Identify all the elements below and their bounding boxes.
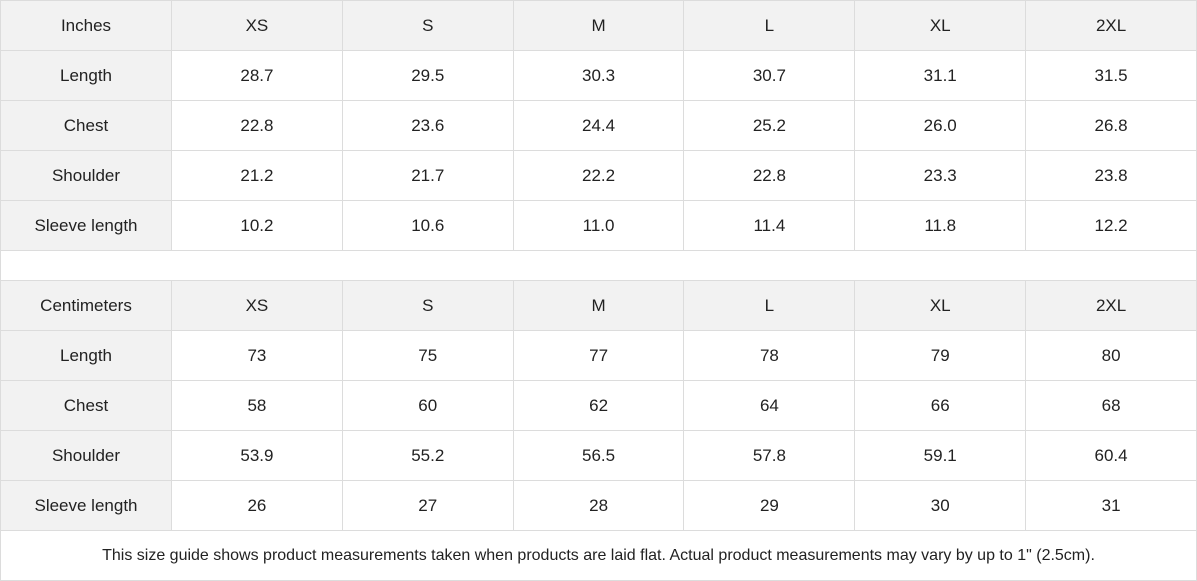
size-header: XS <box>171 280 343 331</box>
measurement-cell: 56.5 <box>512 430 685 481</box>
table-row: Shoulder 21.2 21.7 22.2 22.8 23.3 23.8 <box>0 150 1197 201</box>
size-header: M <box>512 280 685 331</box>
size-header: XS <box>171 0 343 51</box>
measurement-cell: 57.8 <box>683 430 856 481</box>
table-spacer <box>0 250 1197 281</box>
measurement-cell: 31.5 <box>1025 50 1197 101</box>
size-header: S <box>341 0 514 51</box>
size-header: XL <box>854 0 1027 51</box>
measurement-cell: 31.1 <box>854 50 1027 101</box>
spacer-cell <box>0 250 1197 281</box>
size-header: S <box>341 280 514 331</box>
measurement-cell: 24.4 <box>512 100 685 151</box>
measurement-cell: 23.3 <box>854 150 1027 201</box>
measurement-cell: 11.0 <box>512 200 685 251</box>
table-row: Chest 58 60 62 64 66 68 <box>0 380 1197 431</box>
row-label: Shoulder <box>0 430 172 481</box>
measurement-cell: 12.2 <box>1025 200 1197 251</box>
measurement-cell: 60 <box>341 380 514 431</box>
measurement-cell: 10.2 <box>171 200 343 251</box>
table-row: Length 28.7 29.5 30.3 30.7 31.1 31.5 <box>0 50 1197 101</box>
measurement-cell: 73 <box>171 330 343 381</box>
measurement-cell: 26.8 <box>1025 100 1197 151</box>
measurement-cell: 25.2 <box>683 100 856 151</box>
table-row: Length 73 75 77 78 79 80 <box>0 330 1197 381</box>
measurement-cell: 26.0 <box>854 100 1027 151</box>
measurement-cell: 11.4 <box>683 200 856 251</box>
size-guide-note: This size guide shows product measuremen… <box>0 530 1197 581</box>
table-row: Shoulder 53.9 55.2 56.5 57.8 59.1 60.4 <box>0 430 1197 481</box>
measurement-cell: 30 <box>854 480 1027 531</box>
row-label: Length <box>0 50 172 101</box>
note-row: This size guide shows product measuremen… <box>0 530 1197 581</box>
measurement-cell: 75 <box>341 330 514 381</box>
measurement-cell: 53.9 <box>171 430 343 481</box>
size-header: XL <box>854 280 1027 331</box>
measurement-cell: 23.6 <box>341 100 514 151</box>
measurement-cell: 59.1 <box>854 430 1027 481</box>
measurement-cell: 80 <box>1025 330 1197 381</box>
table-row: Chest 22.8 23.6 24.4 25.2 26.0 26.8 <box>0 100 1197 151</box>
measurement-cell: 23.8 <box>1025 150 1197 201</box>
table-row: Sleeve length 10.2 10.6 11.0 11.4 11.8 12.2 <box>0 200 1197 251</box>
measurement-cell: 79 <box>854 330 1027 381</box>
size-header: L <box>683 280 856 331</box>
measurement-cell: 29 <box>683 480 856 531</box>
row-label: Sleeve length <box>0 200 172 251</box>
measurement-cell: 29.5 <box>341 50 514 101</box>
size-header: 2XL <box>1025 0 1197 51</box>
unit-header: Centimeters <box>0 280 172 331</box>
measurement-cell: 26 <box>171 480 343 531</box>
table-row: Sleeve length 26 27 28 29 30 31 <box>0 480 1197 531</box>
measurement-cell: 31 <box>1025 480 1197 531</box>
measurement-cell: 30.7 <box>683 50 856 101</box>
measurement-cell: 27 <box>341 480 514 531</box>
size-header: M <box>512 0 685 51</box>
size-header: 2XL <box>1025 280 1197 331</box>
measurement-cell: 58 <box>171 380 343 431</box>
header-row: Centimeters XS S M L XL 2XL <box>0 280 1197 331</box>
measurement-cell: 60.4 <box>1025 430 1197 481</box>
measurement-cell: 11.8 <box>854 200 1027 251</box>
measurement-cell: 64 <box>683 380 856 431</box>
measurement-cell: 62 <box>512 380 685 431</box>
measurement-cell: 55.2 <box>341 430 514 481</box>
measurement-cell: 21.7 <box>341 150 514 201</box>
row-label: Chest <box>0 380 172 431</box>
measurement-cell: 22.8 <box>683 150 856 201</box>
measurement-cell: 10.6 <box>341 200 514 251</box>
measurement-cell: 22.8 <box>171 100 343 151</box>
measurement-cell: 28 <box>512 480 685 531</box>
measurement-cell: 66 <box>854 380 1027 431</box>
measurement-cell: 30.3 <box>512 50 685 101</box>
row-label: Length <box>0 330 172 381</box>
measurement-cell: 78 <box>683 330 856 381</box>
size-header: L <box>683 0 856 51</box>
row-label: Shoulder <box>0 150 172 201</box>
measurement-cell: 21.2 <box>171 150 343 201</box>
header-row: Inches XS S M L XL 2XL <box>0 0 1197 51</box>
row-label: Chest <box>0 100 172 151</box>
unit-header: Inches <box>0 0 172 51</box>
row-label: Sleeve length <box>0 480 172 531</box>
measurement-cell: 68 <box>1025 380 1197 431</box>
measurement-cell: 77 <box>512 330 685 381</box>
measurement-cell: 28.7 <box>171 50 343 101</box>
measurement-cell: 22.2 <box>512 150 685 201</box>
